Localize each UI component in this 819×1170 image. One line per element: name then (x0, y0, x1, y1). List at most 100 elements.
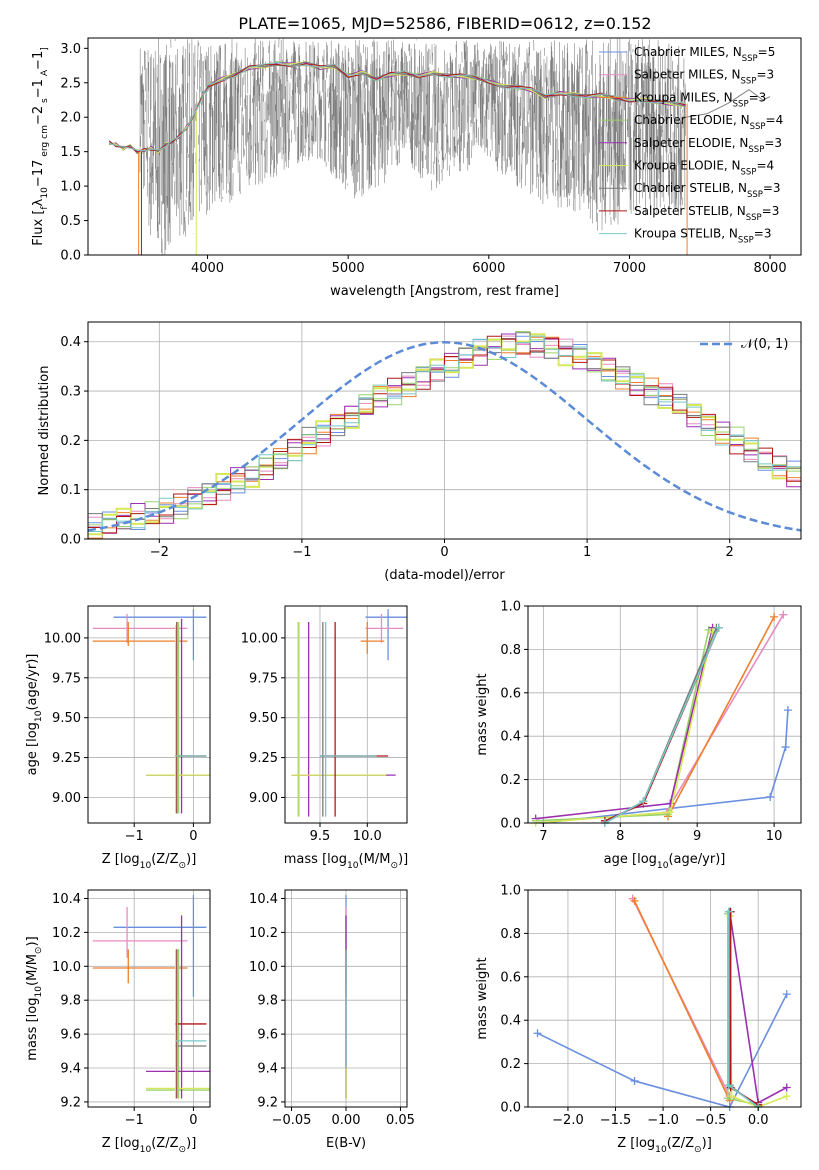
y-tick-label: 1.0 (60, 180, 81, 195)
x-tick-label: 0.05 (386, 1113, 415, 1128)
y-tick-label: 9.25 (249, 751, 278, 766)
weight-marker-kroupa-elodie (782, 1092, 791, 1101)
x-tick-label: 0 (440, 545, 448, 560)
weight-marker-kroupa-stelib (639, 797, 648, 806)
residuals-plot-area (88, 331, 801, 539)
y-tick-label: 1.0 (500, 600, 521, 615)
histogram-salpeter-stelib (88, 335, 801, 534)
figure-title: PLATE=1065, MJD=52586, FIBERID=0612, z=0… (238, 14, 651, 33)
axes-frame (87, 37, 802, 256)
y-axis-label: mass weight (475, 957, 490, 1039)
weight-marker-chabrier-miles (782, 990, 791, 999)
x-tick-label: 7000 (613, 261, 646, 276)
y-tick-label: 9.8 (60, 994, 81, 1009)
x-tick-label: 0.00 (332, 1113, 361, 1128)
x-tick-label: 9 (693, 829, 701, 844)
y-axis-label: mass weight (475, 673, 490, 755)
weight-line-salpeter-stelib (604, 627, 720, 822)
weight-line-chabrier-stelib (604, 627, 718, 824)
x-axis-label: Z [log10(Z/Z⊙)] (102, 1136, 197, 1155)
y-tick-label: 2.5 (60, 76, 81, 91)
y-tick-label: 0.5 (60, 214, 81, 229)
y-tick-label: 10.2 (52, 926, 81, 941)
mass-weight-vs-Z-panel: −2.0 −1.5 −1.0 −0.5 0.0 0.0 0.2 0.4 0.6 0.8 1.0 Z [… (475, 884, 802, 1155)
weight-marker-chabrier-miles (533, 1029, 542, 1038)
x-tick-label: 10.0 (353, 829, 382, 844)
x-axis-label: age [log10(age/yr)] (604, 852, 726, 871)
x-tick-label: −0.05 (272, 1113, 312, 1128)
y-tick-label: 9.50 (249, 711, 278, 726)
weight-line-chabrier-elodie (535, 629, 710, 822)
axes-frame (284, 605, 408, 824)
weight-marker-salpeter-elodie (782, 1083, 791, 1092)
x-tick-label: 1 (583, 545, 591, 560)
x-tick-label: 6000 (472, 261, 505, 276)
spectrum-panel: 4000 5000 6000 7000 8000 0.0 0.5 1.0 1.5 2.0 2.5 3.… (31, 37, 802, 299)
legend-label: Chabrier ELODIE, NSSP=4 (634, 113, 783, 132)
y-tick-label: 0.0 (500, 817, 521, 832)
histogram-kroupa-stelib (88, 335, 801, 532)
y-tick-label: 9.6 (257, 1028, 278, 1043)
gaussian-curve (88, 340, 801, 532)
x-tick-label: 10 (766, 829, 783, 844)
y-axis-label: mass [log10(M/M⊙)] (25, 936, 44, 1060)
y-tick-label: 0.4 (500, 730, 521, 745)
y-tick-label: 10.0 (249, 960, 278, 975)
x-tick-label: −2.0 (552, 1113, 584, 1128)
x-tick-label: −1 (125, 1113, 144, 1128)
y-tick-label: 9.50 (52, 711, 81, 726)
y-tick-label: 10.00 (44, 631, 81, 646)
weight-marker-kroupa-elodie (727, 1092, 736, 1101)
legend-label: Kroupa ELODIE, NSSP=4 (634, 159, 774, 178)
y-tick-label: 0.4 (500, 1014, 521, 1029)
x-tick-label: −1.5 (600, 1113, 632, 1128)
y-tick-label: 10.2 (249, 926, 278, 941)
x-tick-label: −0.5 (695, 1113, 727, 1128)
weight-line-chabrier-miles (537, 993, 788, 1108)
y-tick-label: 10.4 (249, 892, 278, 907)
y-tick-label: 10.00 (241, 631, 278, 646)
weight-marker-kroupa-stelib (724, 907, 733, 916)
axes-frame (87, 889, 211, 1108)
y-tick-label: 3.0 (60, 42, 81, 57)
mass-vs-Z-plot-area (92, 895, 210, 1099)
y-axis-label: age [log10(age/yr)] (25, 654, 44, 776)
weight-marker-chabrier-miles (783, 706, 792, 715)
x-axis-label: wavelength [Angstrom, rest frame] (330, 284, 559, 299)
y-tick-label: 0.6 (500, 686, 521, 701)
y-tick-label: 9.75 (52, 671, 81, 686)
y-tick-label: 9.2 (60, 1095, 81, 1110)
x-tick-label: 0.0 (748, 1113, 769, 1128)
y-tick-label: 10.4 (52, 892, 81, 907)
y-tick-label: 10.0 (52, 960, 81, 975)
y-tick-label: 9.4 (60, 1062, 81, 1077)
y-tick-label: 9.00 (52, 791, 81, 806)
observed-spectrum-tail (685, 89, 771, 118)
y-tick-label: 9.00 (249, 791, 278, 806)
y-tick-label: 9.6 (60, 1028, 81, 1043)
model-line-chabrier-stelib (108, 61, 686, 155)
legend-label: Kroupa MILES, NSSP=3 (634, 90, 766, 109)
weight-line-kroupa-miles (633, 900, 731, 1101)
age-vs-mass-panel: 9.5 10.0 9.00 9.25 9.50 9.75 10.00 mass [log10(… (241, 605, 408, 871)
y-tick-label: 9.4 (257, 1062, 278, 1077)
mass-weight-vs-age-panel: 7 8 9 10 0.0 0.2 0.4 0.6 0.8 1.0 age [log10(age/yr… (475, 600, 802, 871)
x-tick-label: −1.0 (647, 1113, 679, 1128)
histogram-chabrier-stelib (88, 332, 801, 530)
y-tick-label: 9.8 (257, 994, 278, 1009)
y-tick-label: 9.25 (52, 751, 81, 766)
weight-line-kroupa-stelib (604, 627, 720, 824)
weight-line-chabrier-miles (543, 710, 789, 824)
y-tick-label: 0.8 (500, 927, 521, 942)
y-tick-label: 0.2 (60, 434, 81, 449)
mass-vs-ebv-panel: −0.05 0.00 0.05 9.2 9.4 9.6 9.8 10.0 10.2 10.4 E(B… (249, 889, 415, 1151)
weight-marker-kroupa-elodie (666, 808, 675, 817)
x-axis-label: mass [log10(M/M⊙)] (284, 852, 408, 871)
weight-marker-chabrier-miles (630, 1076, 639, 1085)
weight-marker-kroupa-stelib (724, 1081, 733, 1090)
weight-line-kroupa-elodie (535, 631, 714, 824)
x-tick-label: −1 (292, 545, 311, 560)
age-vs-mass-plot-area (291, 609, 407, 817)
x-axis-label: Z [log10(Z/Z⊙)] (102, 852, 197, 871)
